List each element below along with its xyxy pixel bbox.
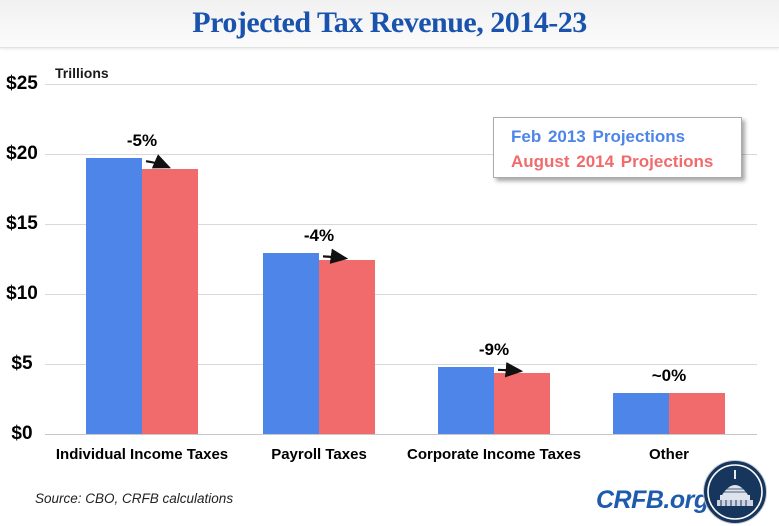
gridline--20: [45, 154, 757, 155]
bar-august-2014-projections-individual-income-taxes: [142, 169, 198, 434]
legend-item-august-2014: August 2014 Projections: [511, 152, 714, 171]
bar-feb-2013-projections-corporate-income-taxes: [438, 366, 494, 434]
bar-august-2014-projections-payroll-taxes: [319, 260, 375, 434]
change-arrow-payroll-taxes: [322, 248, 349, 264]
change-arrow-individual-income-taxes: [145, 154, 172, 169]
y-axis-unit-label: Trillions: [55, 65, 109, 81]
bar-august-2014-projections-corporate-income-taxes: [494, 373, 550, 434]
gridline--15: [45, 224, 757, 225]
change-label-corporate-income-taxes: -9%: [478, 339, 510, 359]
legend: Feb 2013 Projections August 2014 Project…: [493, 117, 742, 178]
y-tick--5: $5: [11, 353, 33, 374]
gridline--25: [45, 84, 757, 85]
legend-item-feb-2013: Feb 2013 Projections: [511, 127, 686, 146]
source-note: Source: CBO, CRFB calculations: [35, 491, 234, 506]
bar-feb-2013-projections-other: [613, 393, 669, 434]
category-label-other: Other: [648, 446, 690, 463]
change-arrow-corporate-income-taxes: [497, 362, 524, 378]
crfb-org-link[interactable]: CRFB.org: [596, 486, 709, 514]
bar-feb-2013-projections-individual-income-taxes: [86, 158, 142, 434]
y-tick--20: $20: [6, 143, 38, 164]
y-tick--10: $10: [6, 283, 38, 304]
gridline--5: [45, 364, 757, 365]
change-label-other: ~0%: [651, 366, 687, 386]
bar-feb-2013-projections-payroll-taxes: [263, 253, 319, 434]
gridline--0: [45, 434, 757, 435]
change-label-payroll-taxes: -4%: [303, 226, 335, 246]
category-label-corporate-income-taxes: Corporate Income Taxes: [407, 446, 581, 463]
y-tick--15: $15: [6, 213, 38, 234]
bar-august-2014-projections-other: [669, 393, 725, 434]
gridline--10: [45, 294, 757, 295]
y-tick--25: $25: [6, 73, 38, 94]
change-label-individual-income-taxes: -5%: [126, 131, 158, 151]
y-tick--0: $0: [11, 423, 33, 444]
category-label-individual-income-taxes: Individual Income Taxes: [55, 446, 229, 463]
plot-area: Trillions $25 $20 $15 $10 $5 $0 Individual Inc…: [6, 65, 757, 463]
page-title: Projected Tax Revenue, 2014-23: [192, 6, 587, 39]
category-label-payroll-taxes: Payroll Taxes: [271, 446, 367, 463]
header-band: Projected Tax Revenue, 2014-23: [0, 0, 779, 48]
capitol-dome-icon: [703, 460, 767, 524]
